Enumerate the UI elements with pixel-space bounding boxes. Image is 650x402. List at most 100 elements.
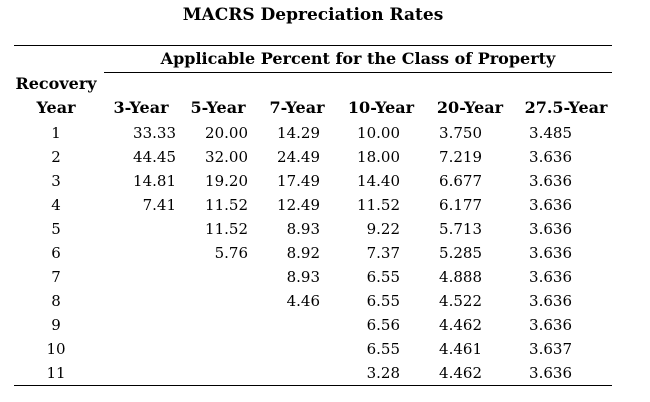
recovery-year-cell: 2 [51, 148, 61, 166]
rate-20-year-cell: 4.522 [439, 292, 482, 310]
rate-7-year-cell: 8.92 [286, 244, 320, 262]
top-rule [14, 45, 612, 46]
column-header-3-year: 3-Year [113, 98, 169, 117]
rate-5-year-cell: 20.00 [205, 124, 248, 142]
rate-3-year-cell [98, 361, 176, 385]
rate-20-year-cell: 4.888 [439, 268, 482, 286]
rate-10-year-cell: 9.22 [366, 220, 400, 238]
rate-20-year-cell: 5.713 [439, 220, 482, 238]
rate-20-year-cell: 5.285 [439, 244, 482, 262]
rate-5-year-cell [176, 337, 248, 361]
rate-27-5-year-cell: 3.636 [529, 316, 572, 334]
recovery-year-cell: 5 [51, 220, 61, 238]
table-row: 7 8.93 6.55 4.888 3.636 [14, 265, 572, 289]
rate-3-year-cell [98, 313, 176, 337]
table-row: 9 6.56 4.462 3.636 [14, 313, 572, 337]
rate-3-year-cell: 14.81 [133, 172, 176, 190]
table-body: 1 33.33 20.00 14.29 10.00 3.750 3.485 2 44.45 32.… [14, 121, 572, 385]
rate-3-year-cell [98, 217, 176, 241]
rate-10-year-cell: 11.52 [357, 196, 400, 214]
rate-27-5-year-cell: 3.636 [529, 292, 572, 310]
table-title: MACRS Depreciation Rates [182, 5, 444, 25]
rate-5-year-cell [176, 265, 248, 289]
table-row: 10 6.55 4.461 3.637 [14, 337, 572, 361]
rate-5-year-cell [176, 289, 248, 313]
column-header-10-year: 10-Year [347, 98, 415, 117]
rate-20-year-cell: 6.177 [439, 196, 482, 214]
rate-10-year-cell: 6.56 [366, 316, 400, 334]
rate-5-year-cell: 11.52 [205, 220, 248, 238]
column-header-7-year: 7-Year [269, 98, 325, 117]
rate-20-year-cell: 4.461 [439, 340, 482, 358]
rate-27-5-year-cell: 3.636 [529, 244, 572, 262]
subheader-rule [104, 72, 612, 73]
rate-5-year-cell: 11.52 [205, 196, 248, 214]
rate-10-year-cell: 18.00 [357, 148, 400, 166]
rate-3-year-cell [98, 241, 176, 265]
class-of-property-subheader: Applicable Percent for the Class of Prop… [160, 49, 556, 68]
rate-5-year-cell: 32.00 [205, 148, 248, 166]
rate-3-year-cell: 44.45 [133, 148, 176, 166]
rate-3-year-cell: 7.41 [142, 196, 176, 214]
rate-10-year-cell: 14.40 [357, 172, 400, 190]
column-header-5-year: 5-Year [190, 98, 246, 117]
table-row: 5 11.52 8.93 9.22 5.713 3.636 [14, 217, 572, 241]
rate-10-year-cell: 7.37 [366, 244, 400, 262]
recovery-year-cell: 1 [51, 124, 61, 142]
column-header-27-5-year: 27.5-Year [524, 98, 608, 117]
rate-7-year-cell: 8.93 [286, 268, 320, 286]
rate-20-year-cell: 4.462 [439, 364, 482, 382]
rate-3-year-cell [98, 337, 176, 361]
recovery-year-cell: 11 [46, 364, 66, 382]
rate-20-year-cell: 6.677 [439, 172, 482, 190]
column-header-20-year: 20-Year [436, 98, 504, 117]
rate-27-5-year-cell: 3.636 [529, 172, 572, 190]
table-row: 3 14.81 19.20 17.49 14.40 6.677 3.636 [14, 169, 572, 193]
rate-10-year-cell: 6.55 [366, 340, 400, 358]
rate-7-year-cell: 12.49 [277, 196, 320, 214]
rate-27-5-year-cell: 3.485 [529, 124, 572, 142]
rate-7-year-cell: 17.49 [277, 172, 320, 190]
rate-5-year-cell [176, 361, 248, 385]
rate-27-5-year-cell: 3.636 [529, 196, 572, 214]
rate-20-year-cell: 4.462 [439, 316, 482, 334]
table-row: 4 7.41 11.52 12.49 11.52 6.177 3.636 [14, 193, 572, 217]
rate-5-year-cell: 5.76 [214, 244, 248, 262]
rate-10-year-cell: 10.00 [357, 124, 400, 142]
rate-7-year-cell [248, 313, 320, 337]
rate-7-year-cell: 14.29 [277, 124, 320, 142]
rate-5-year-cell: 19.20 [205, 172, 248, 190]
table-row: 2 44.45 32.00 24.49 18.00 7.219 3.636 [14, 145, 572, 169]
rate-20-year-cell: 3.750 [439, 124, 482, 142]
rate-27-5-year-cell: 3.636 [529, 220, 572, 238]
rate-3-year-cell: 33.33 [133, 124, 176, 142]
table-row: 11 3.28 4.462 3.636 [14, 361, 572, 385]
rate-27-5-year-cell: 3.637 [529, 340, 572, 358]
rate-10-year-cell: 6.55 [366, 292, 400, 310]
rate-3-year-cell [98, 265, 176, 289]
recovery-year-cell: 9 [51, 316, 61, 334]
rate-27-5-year-cell: 3.636 [529, 364, 572, 382]
rate-10-year-cell: 3.28 [366, 364, 400, 382]
table-row: 1 33.33 20.00 14.29 10.00 3.750 3.485 [14, 121, 572, 145]
recovery-header-line1: Recovery [15, 74, 97, 93]
rate-7-year-cell [248, 361, 320, 385]
rate-7-year-cell: 4.46 [286, 292, 320, 310]
bottom-rule [14, 385, 612, 386]
rate-27-5-year-cell: 3.636 [529, 148, 572, 166]
recovery-year-cell: 10 [46, 340, 66, 358]
rate-3-year-cell [98, 289, 176, 313]
recovery-year-cell: 7 [51, 268, 61, 286]
rate-7-year-cell: 24.49 [277, 148, 320, 166]
rate-7-year-cell: 8.93 [286, 220, 320, 238]
recovery-year-cell: 4 [51, 196, 61, 214]
rate-5-year-cell [176, 313, 248, 337]
depreciation-rates-table: 1 33.33 20.00 14.29 10.00 3.750 3.485 2 44.45 32.… [14, 121, 572, 385]
recovery-year-cell: 3 [51, 172, 61, 190]
rate-7-year-cell [248, 337, 320, 361]
table-row: 8 4.46 6.55 4.522 3.636 [14, 289, 572, 313]
rate-20-year-cell: 7.219 [439, 148, 482, 166]
rate-27-5-year-cell: 3.636 [529, 268, 572, 286]
recovery-year-cell: 8 [51, 292, 61, 310]
table-row: 6 5.76 8.92 7.37 5.285 3.636 [14, 241, 572, 265]
